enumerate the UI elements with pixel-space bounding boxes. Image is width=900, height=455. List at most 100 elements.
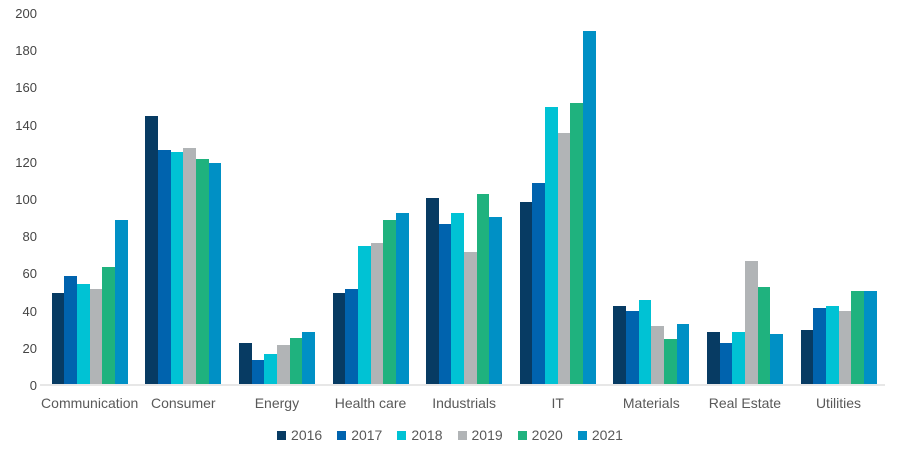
legend-label-2017: 2017 bbox=[351, 427, 383, 443]
legend-item-2021: 2021 bbox=[577, 427, 623, 443]
bar-2020-communication bbox=[102, 266, 116, 384]
bar-2018-consumer bbox=[170, 151, 184, 384]
bar-2017-it bbox=[532, 183, 546, 384]
bar-2017-energy bbox=[251, 359, 265, 384]
bar-2021-utilities bbox=[863, 291, 877, 384]
bar-group-industrials bbox=[426, 12, 503, 384]
bar-2020-consumer bbox=[195, 158, 209, 384]
bar-2018-materials bbox=[638, 300, 652, 384]
bar-2017-real-estate bbox=[719, 343, 733, 384]
bar-group-health-care bbox=[332, 12, 409, 384]
legend-swatch-icon bbox=[457, 431, 467, 440]
y-tick-200: 200 bbox=[15, 6, 37, 21]
bar-2021-energy bbox=[302, 331, 315, 384]
y-tick-120: 120 bbox=[15, 154, 37, 170]
bar-2017-communication bbox=[64, 276, 78, 384]
bar-2019-communication bbox=[89, 289, 103, 384]
bar-2016-energy bbox=[238, 343, 252, 384]
y-tick-0: 0 bbox=[29, 378, 37, 393]
bar-2017-utilities bbox=[813, 307, 826, 384]
bar-2016-real-estate bbox=[706, 331, 720, 384]
legend-item-2016: 2016 bbox=[277, 428, 322, 443]
x-axis-labels: Communication Consumer Energy Health care In… bbox=[0, 394, 900, 414]
x-label-utilities: Utilities bbox=[815, 395, 862, 411]
y-axis: 0 20 40 60 80 100 120 140 160 180 200 bbox=[0, 6, 37, 393]
bar-2021-it bbox=[583, 30, 596, 384]
legend: 2016 2017 2018 2019 2020 2021 bbox=[0, 428, 900, 443]
bar-2018-health-care bbox=[357, 246, 371, 384]
x-label-consumer: Consumer bbox=[151, 395, 216, 411]
bar-2020-real-estate bbox=[757, 287, 771, 384]
bar-2021-real-estate bbox=[770, 333, 783, 384]
legend-label-2018: 2018 bbox=[411, 427, 443, 443]
x-label-communication: Communication bbox=[41, 395, 139, 411]
bar-2018-communication bbox=[77, 283, 90, 384]
bar-2018-utilities bbox=[825, 305, 839, 384]
legend-label-2016: 2016 bbox=[291, 427, 323, 443]
bar-2020-industrials bbox=[476, 194, 490, 384]
y-tick-20: 20 bbox=[22, 340, 37, 356]
legend-item-2019: 2019 bbox=[457, 427, 503, 443]
bar-2021-communication bbox=[115, 220, 128, 384]
bar-group-real-estate bbox=[706, 12, 783, 384]
x-label-industrials: Industrials bbox=[432, 395, 496, 411]
bar-2016-industrials bbox=[426, 198, 439, 384]
bar-2016-it bbox=[519, 201, 533, 384]
bar-2020-it bbox=[570, 103, 584, 384]
bar-2019-energy bbox=[276, 344, 290, 384]
bar-2017-consumer bbox=[157, 149, 171, 384]
y-tick-180: 180 bbox=[15, 43, 37, 59]
legend-label-2019: 2019 bbox=[471, 427, 503, 443]
legend-swatch-icon bbox=[337, 431, 347, 440]
bar-2016-materials bbox=[613, 305, 626, 384]
legend-swatch-icon bbox=[517, 431, 527, 440]
y-tick-80: 80 bbox=[22, 229, 37, 245]
bar-2018-industrials bbox=[451, 212, 465, 384]
bar-2021-industrials bbox=[489, 216, 503, 384]
bar-group-energy bbox=[238, 12, 315, 384]
bar-2017-industrials bbox=[438, 224, 452, 384]
bar-group-consumer bbox=[145, 12, 222, 384]
legend-swatch-icon bbox=[277, 431, 287, 440]
bar-2019-consumer bbox=[183, 147, 196, 384]
bar-2016-health-care bbox=[332, 292, 346, 384]
bar-2020-materials bbox=[663, 339, 677, 384]
bar-2019-it bbox=[557, 132, 571, 384]
bar-2021-materials bbox=[676, 324, 690, 384]
bar-group-communication bbox=[51, 12, 128, 384]
legend-swatch-icon bbox=[397, 431, 407, 440]
bar-2019-materials bbox=[651, 326, 664, 384]
bar-2016-consumer bbox=[145, 116, 158, 384]
y-tick-160: 160 bbox=[15, 80, 37, 96]
bar-group-utilities bbox=[800, 12, 877, 384]
bar-2019-utilities bbox=[838, 311, 852, 384]
bar-2020-utilities bbox=[851, 291, 864, 384]
bar-2021-health-care bbox=[395, 212, 409, 384]
bar-2018-energy bbox=[264, 354, 277, 384]
x-label-health-care: Health care bbox=[334, 395, 407, 411]
bar-2019-health-care bbox=[370, 242, 384, 384]
legend-label-2020: 2020 bbox=[531, 427, 563, 443]
legend-label-2021: 2021 bbox=[591, 427, 623, 443]
legend-item-2018: 2018 bbox=[397, 427, 443, 443]
bar-2018-real-estate bbox=[732, 331, 745, 384]
bar-2017-health-care bbox=[345, 289, 358, 384]
legend-item-2017: 2017 bbox=[337, 428, 382, 443]
y-tick-100: 100 bbox=[15, 192, 37, 207]
bar-2020-energy bbox=[289, 337, 303, 384]
x-label-real-estate: Real Estate bbox=[708, 395, 782, 411]
bar-group-it bbox=[519, 12, 596, 384]
plot-area bbox=[40, 14, 885, 386]
legend-swatch-icon bbox=[577, 431, 587, 440]
bar-2019-industrials bbox=[464, 251, 477, 384]
bar-2021-consumer bbox=[208, 162, 222, 384]
bar-2019-real-estate bbox=[744, 261, 758, 384]
x-label-energy: Energy bbox=[254, 395, 300, 411]
bar-2018-it bbox=[545, 106, 558, 384]
bar-group-materials bbox=[613, 12, 690, 384]
bar-2017-materials bbox=[625, 311, 639, 384]
x-label-it: IT bbox=[551, 395, 564, 411]
bar-2016-communication bbox=[51, 292, 65, 384]
bar-2016-utilities bbox=[800, 330, 814, 384]
